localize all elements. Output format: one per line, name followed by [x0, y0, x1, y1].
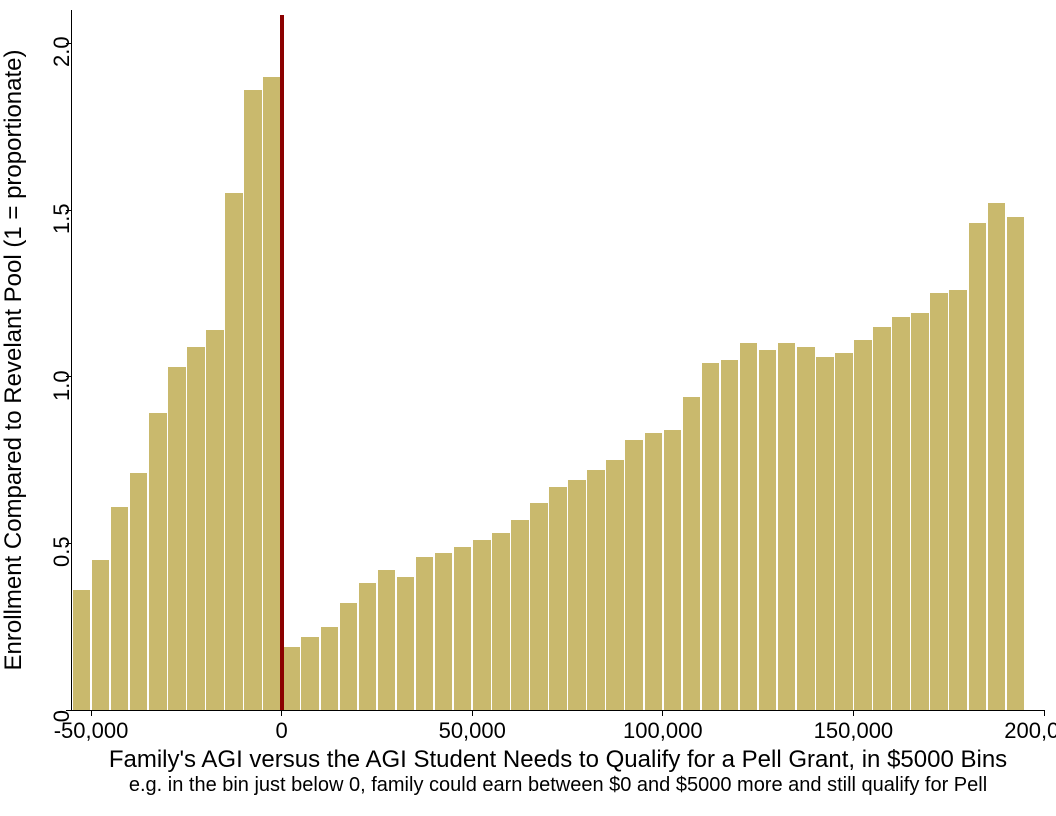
x-tick: [662, 710, 663, 716]
x-tick-label: -50,000: [54, 718, 129, 744]
histogram-bar: [721, 360, 739, 710]
x-axis-title: Family's AGI versus the AGI Student Need…: [72, 746, 1044, 774]
histogram-bar: [340, 603, 358, 710]
histogram-bar: [263, 77, 281, 710]
y-tick-label: 1.5: [49, 210, 75, 234]
histogram-bar: [92, 560, 110, 710]
histogram-bar: [988, 203, 1006, 710]
x-tick: [91, 710, 92, 716]
x-tick-label: 150,000: [814, 718, 894, 744]
histogram-bar: [416, 557, 434, 710]
y-tick-label: 1.0: [49, 377, 75, 401]
histogram-bar: [530, 503, 548, 710]
histogram-bar: [568, 480, 586, 710]
x-tick-label: 100,000: [623, 718, 703, 744]
histogram-bar: [187, 347, 205, 710]
histogram-bar: [168, 367, 186, 710]
histogram-bar: [454, 547, 472, 710]
histogram-bar: [816, 357, 834, 710]
histogram-bar: [645, 433, 663, 710]
histogram-bar: [683, 397, 701, 710]
histogram-bar: [911, 313, 929, 710]
x-tick: [853, 710, 854, 716]
y-axis-title: Enrollment Compared to Revelant Pool (1 …: [0, 10, 28, 710]
histogram-bar: [359, 583, 377, 710]
histogram-bar: [397, 577, 415, 710]
histogram-bar: [511, 520, 529, 710]
histogram-bar: [740, 343, 758, 710]
histogram-bar: [225, 193, 243, 710]
histogram-bar: [149, 413, 167, 710]
x-tick: [281, 710, 282, 716]
x-tick-label: 50,000: [439, 718, 506, 744]
x-axis-line: [72, 710, 1044, 711]
histogram-bar: [587, 470, 605, 710]
histogram-bar: [892, 317, 910, 710]
y-tick-label: 2.0: [49, 43, 75, 67]
x-tick-label: 0: [276, 718, 288, 744]
x-tick: [472, 710, 473, 716]
histogram-bar: [492, 533, 510, 710]
histogram-bar: [435, 553, 453, 710]
histogram-bar: [835, 353, 853, 710]
y-axis-line: [71, 10, 72, 710]
histogram-bar: [378, 570, 396, 710]
histogram-bar: [759, 350, 777, 710]
histogram-bar: [1007, 217, 1025, 710]
y-tick-label: 0.5: [49, 543, 75, 567]
histogram-bar: [73, 590, 91, 710]
histogram-bar: [625, 440, 643, 710]
reference-line: [280, 15, 284, 710]
histogram-bar: [854, 340, 872, 710]
histogram-bar: [473, 540, 491, 710]
histogram-bar: [778, 343, 796, 710]
x-axis-subtitle: e.g. in the bin just below 0, family cou…: [72, 774, 1044, 797]
histogram-bar: [873, 327, 891, 710]
histogram-bar: [664, 430, 682, 710]
histogram-bar: [606, 460, 624, 710]
histogram-bar: [969, 223, 987, 710]
histogram-bar: [949, 290, 967, 710]
histogram-bar: [111, 507, 129, 710]
histogram-bar: [930, 293, 948, 710]
histogram-chart: Enrollment Compared to Revelant Pool (1 …: [0, 0, 1056, 816]
histogram-bar: [282, 647, 300, 710]
histogram-bar: [797, 347, 815, 710]
histogram-bar: [301, 637, 319, 710]
histogram-bar: [244, 90, 262, 710]
histogram-bar: [206, 330, 224, 710]
histogram-bar: [130, 473, 148, 710]
x-tick: [1044, 710, 1045, 716]
histogram-bar: [321, 627, 339, 710]
x-tick-label: 200,000: [1004, 718, 1056, 744]
histogram-bar: [702, 363, 720, 710]
histogram-bar: [549, 487, 567, 710]
